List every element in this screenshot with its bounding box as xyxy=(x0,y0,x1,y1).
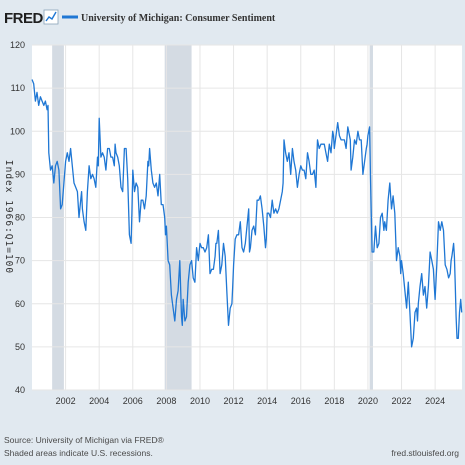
x-tick-2002: 2002 xyxy=(56,396,76,406)
y-tick-120: 120 xyxy=(10,40,25,50)
x-tick-2010: 2010 xyxy=(190,396,210,406)
x-tick-2006: 2006 xyxy=(123,396,143,406)
y-axis-label: Index 1966:Q1=100 xyxy=(3,160,14,274)
x-tick-2008: 2008 xyxy=(156,396,176,406)
x-tick-2004: 2004 xyxy=(89,396,109,406)
x-tick-labels: 2002 2004 2006 2008 2010 2012 2014 2016 2018 2020… xyxy=(56,396,446,406)
x-tick-2020: 2020 xyxy=(358,396,378,406)
y-tick-90: 90 xyxy=(15,169,25,179)
fred-logo: FRED xyxy=(4,10,44,27)
legend-label: University of Michigan: Consumer Sentime… xyxy=(81,13,276,24)
y-tick-80: 80 xyxy=(15,213,25,223)
x-tick-2018: 2018 xyxy=(324,396,344,406)
x-tick-2024: 2024 xyxy=(425,396,445,406)
footer-url: fred.stlouisfed.org xyxy=(391,448,459,458)
y-tick-70: 70 xyxy=(15,256,25,266)
x-tick-2014: 2014 xyxy=(257,396,277,406)
fred-logo-chart-icon xyxy=(43,9,59,25)
x-tick-2012: 2012 xyxy=(224,396,244,406)
y-tick-100: 100 xyxy=(10,126,25,136)
series-1-line xyxy=(31,79,463,348)
footer-note: Shaded areas indicate U.S. recessions. xyxy=(4,448,153,458)
x-tick-2022: 2022 xyxy=(392,396,412,406)
y-tick-40: 40 xyxy=(15,385,25,395)
y-tick-labels: 40 50 60 70 80 90 100 110 120 xyxy=(10,40,25,395)
y-tick-60: 60 xyxy=(15,299,25,309)
gridlines xyxy=(32,44,462,391)
series-line xyxy=(31,79,463,348)
header: FRED University of Michigan: Consumer Se… xyxy=(4,9,276,27)
footer: Source: University of Michigan via FRED®… xyxy=(4,435,459,458)
y-tick-50: 50 xyxy=(15,342,25,352)
footer-source: Source: University of Michigan via FRED® xyxy=(4,435,165,445)
y-tick-110: 110 xyxy=(11,83,25,93)
x-tick-2016: 2016 xyxy=(291,396,311,406)
